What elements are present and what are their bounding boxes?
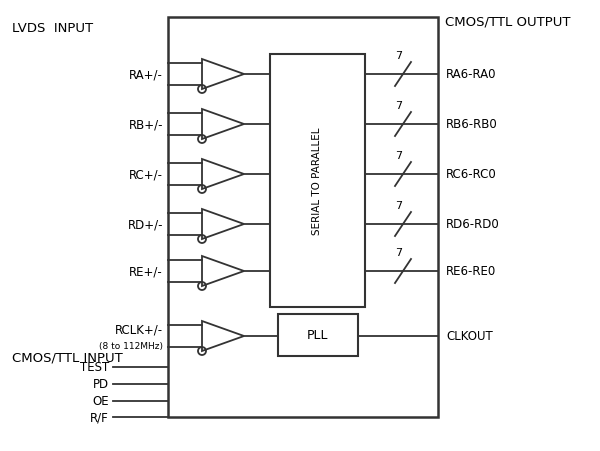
Text: CMOS/TTL OUTPUT: CMOS/TTL OUTPUT: [445, 15, 571, 28]
Text: RA6-RA0: RA6-RA0: [446, 69, 497, 81]
Text: RD+/-: RD+/-: [128, 218, 163, 231]
Text: RE6-RE0: RE6-RE0: [446, 265, 496, 278]
Text: 7: 7: [395, 201, 403, 211]
Bar: [270, 55, 365, 307]
Text: RA+/-: RA+/-: [129, 69, 163, 81]
Text: RC6-RC0: RC6-RC0: [446, 168, 497, 181]
Text: RCLK+/-: RCLK+/-: [115, 323, 163, 336]
Text: PLL: PLL: [307, 329, 329, 342]
Text: 7: 7: [395, 151, 403, 161]
Text: TEST: TEST: [80, 361, 109, 374]
Text: 7: 7: [395, 101, 403, 111]
Text: CLKOUT: CLKOUT: [446, 330, 493, 343]
Bar: [168, 18, 438, 417]
Text: 7: 7: [395, 248, 403, 258]
Text: RB6-RB0: RB6-RB0: [446, 118, 498, 131]
Text: 7: 7: [395, 51, 403, 61]
Text: (8 to 112MHz): (8 to 112MHz): [99, 342, 163, 351]
Text: SERIAL TO PARALLEL: SERIAL TO PARALLEL: [313, 128, 323, 235]
Text: CMOS/TTL INPUT: CMOS/TTL INPUT: [12, 351, 123, 364]
Text: RC+/-: RC+/-: [129, 168, 163, 181]
Text: OE: OE: [92, 395, 109, 408]
Text: RE+/-: RE+/-: [129, 265, 163, 278]
Bar: [278, 314, 358, 356]
Text: LVDS  INPUT: LVDS INPUT: [12, 22, 93, 34]
Text: PD: PD: [93, 377, 109, 391]
Text: RB+/-: RB+/-: [128, 118, 163, 131]
Text: RD6-RD0: RD6-RD0: [446, 218, 500, 231]
Text: R/F: R/F: [90, 410, 109, 423]
